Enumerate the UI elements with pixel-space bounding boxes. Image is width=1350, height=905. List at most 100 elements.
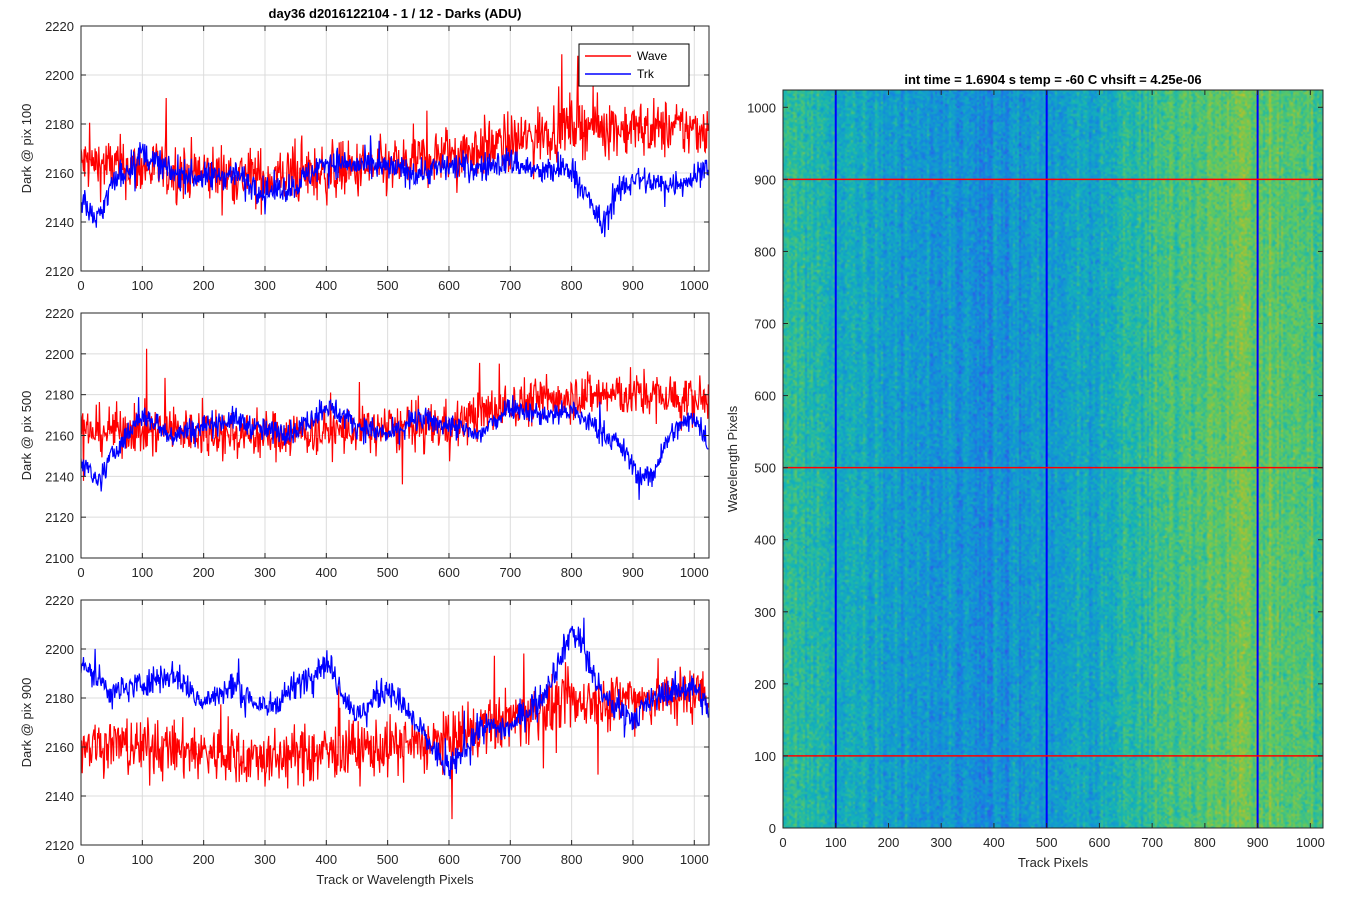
y-tick-label: 2160 — [45, 166, 74, 181]
x-axis-label: Track Pixels — [1018, 855, 1089, 870]
y-tick-label: 1000 — [747, 100, 776, 115]
y-tick-label: 2200 — [45, 347, 74, 362]
y-tick-label: 2160 — [45, 429, 74, 444]
y-tick-label: 2120 — [45, 264, 74, 279]
y-axis-label: Dark @ pix 500 — [19, 391, 34, 481]
y-axis-label: Dark @ pix 900 — [19, 678, 34, 768]
y-tick-label: 2160 — [45, 740, 74, 755]
y-tick-label: 500 — [754, 461, 776, 476]
x-tick-label: 800 — [1194, 835, 1216, 850]
heatmap-image — [783, 90, 1323, 828]
series-line-trk — [81, 617, 709, 780]
x-tick-label: 100 — [131, 852, 153, 867]
y-tick-label: 2220 — [45, 306, 74, 321]
y-tick-label: 2120 — [45, 838, 74, 853]
y-tick-label: 2200 — [45, 68, 74, 83]
y-tick-label: 2180 — [45, 388, 74, 403]
y-tick-label: 200 — [754, 677, 776, 692]
x-tick-label: 800 — [561, 278, 583, 293]
x-tick-label: 600 — [438, 278, 460, 293]
x-tick-label: 0 — [77, 565, 84, 580]
y-tick-label: 2220 — [45, 593, 74, 608]
series-line-wave — [81, 653, 709, 820]
series-line-trk — [81, 135, 709, 238]
x-tick-label: 200 — [193, 565, 215, 580]
y-tick-label: 2180 — [45, 691, 74, 706]
y-axis-label: Wavelength Pixels — [725, 405, 740, 512]
y-tick-label: 2140 — [45, 215, 74, 230]
x-tick-label: 300 — [254, 278, 276, 293]
y-tick-label: 2100 — [45, 551, 74, 566]
axes-title: int time = 1.6904 s temp = -60 C vhsift … — [904, 72, 1201, 87]
y-tick-label: 2220 — [45, 19, 74, 34]
y-tick-label: 100 — [754, 749, 776, 764]
x-tick-label: 500 — [1036, 835, 1058, 850]
x-tick-label: 200 — [193, 852, 215, 867]
x-tick-label: 500 — [377, 278, 399, 293]
x-tick-label: 500 — [377, 852, 399, 867]
series-line-wave — [81, 348, 709, 485]
axes-3: 0 100 200 300 400 500 600 700 800 900 1000 2120 2140… — [19, 593, 710, 887]
series-line-wave — [81, 54, 709, 216]
y-tick-label: 900 — [754, 172, 776, 187]
figure-title: day36 d2016122104 - 1 / 12 - Darks (ADU) — [269, 6, 522, 21]
y-axis-label: Dark @ pix 100 — [19, 104, 34, 194]
x-tick-label: 900 — [622, 852, 644, 867]
y-tick-label: 400 — [754, 533, 776, 548]
x-tick-label: 1000 — [680, 565, 709, 580]
legend-label-wave: Wave — [637, 49, 668, 63]
x-tick-label: 700 — [1141, 835, 1163, 850]
y-tick-label: 0 — [769, 821, 776, 836]
x-tick-label: 800 — [561, 852, 583, 867]
x-tick-label: 0 — [77, 278, 84, 293]
x-tick-label: 900 — [1247, 835, 1269, 850]
x-tick-label: 400 — [983, 835, 1005, 850]
y-tick-label: 2200 — [45, 642, 74, 657]
x-tick-label: 200 — [878, 835, 900, 850]
x-tick-label: 600 — [438, 565, 460, 580]
x-axis-label: Track or Wavelength Pixels — [316, 872, 474, 887]
x-tick-label: 600 — [438, 852, 460, 867]
x-tick-label: 1000 — [680, 852, 709, 867]
x-tick-label: 400 — [315, 565, 337, 580]
x-tick-label: 100 — [131, 565, 153, 580]
x-tick-label: 300 — [930, 835, 952, 850]
x-tick-label: 400 — [315, 852, 337, 867]
legend-label-trk: Trk — [637, 67, 655, 81]
x-tick-label: 900 — [622, 565, 644, 580]
series-line-trk — [81, 395, 709, 500]
x-tick-label: 1000 — [680, 278, 709, 293]
y-tick-label: 2180 — [45, 117, 74, 132]
x-tick-label: 500 — [377, 565, 399, 580]
x-tick-label: 100 — [131, 278, 153, 293]
legend-box — [578, 43, 690, 87]
x-tick-label: 700 — [499, 852, 521, 867]
axes-frame — [80, 599, 710, 846]
axes-frame — [80, 25, 710, 272]
axes-1: Wave Trk 0 100 200 300 400 500 600 700 800 900 1000 2… — [19, 19, 710, 293]
y-tick-label: 700 — [754, 317, 776, 332]
y-tick-label: 300 — [754, 605, 776, 620]
legend: Wave Trk — [578, 43, 690, 87]
axes-2: 0 100 200 300 400 500 600 700 800 900 1000 2100 2120… — [19, 306, 710, 580]
y-tick-label: 2140 — [45, 469, 74, 484]
x-tick-label: 700 — [499, 278, 521, 293]
y-tick-label: 600 — [754, 389, 776, 404]
x-tick-label: 900 — [622, 278, 644, 293]
axes-4: 0 100 200 300 400 500 600 700 800 900 1000 0 100 200 3… — [725, 72, 1325, 870]
x-tick-label: 800 — [561, 565, 583, 580]
axes-frame — [782, 89, 1324, 829]
x-tick-label: 200 — [193, 278, 215, 293]
y-tick-label: 800 — [754, 244, 776, 259]
x-tick-label: 100 — [825, 835, 847, 850]
y-tick-label: 2120 — [45, 510, 74, 525]
x-tick-label: 600 — [1089, 835, 1111, 850]
x-tick-label: 700 — [499, 565, 521, 580]
x-tick-label: 300 — [254, 852, 276, 867]
x-tick-label: 400 — [315, 278, 337, 293]
y-tick-label: 2140 — [45, 789, 74, 804]
x-tick-label: 1000 — [1296, 835, 1325, 850]
